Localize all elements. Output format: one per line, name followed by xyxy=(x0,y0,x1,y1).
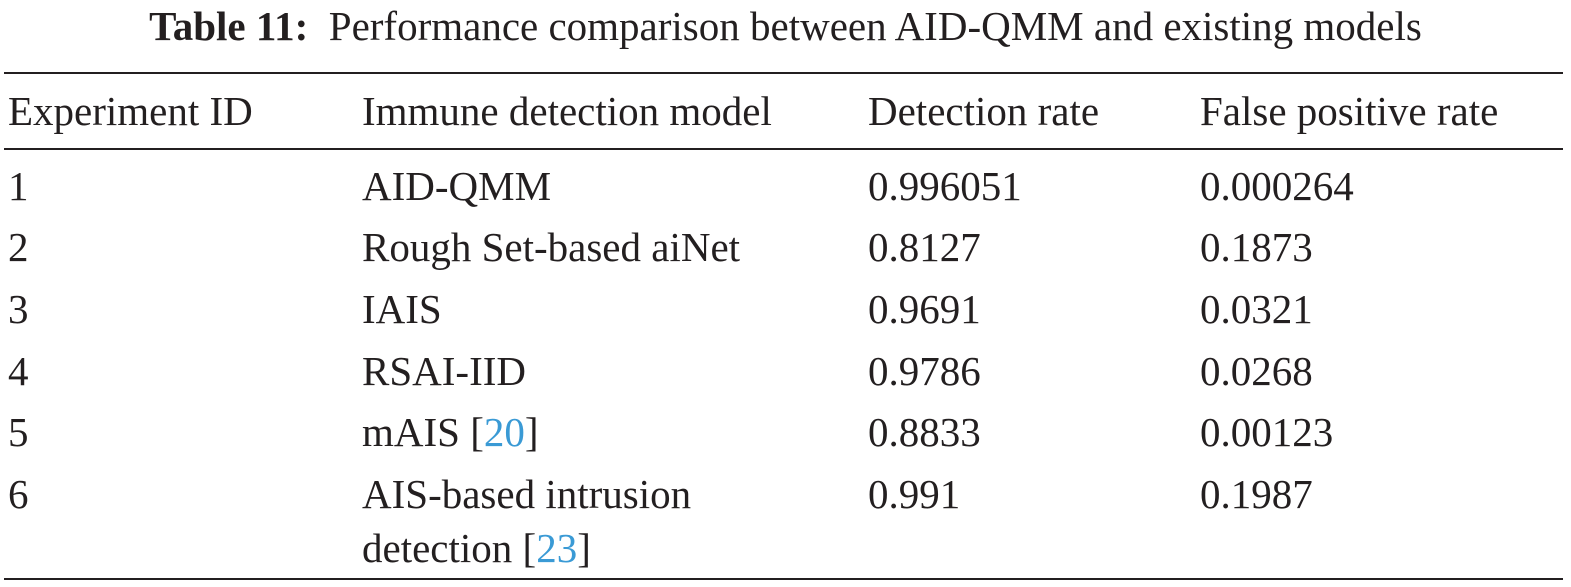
cell-model: AID-QMM xyxy=(362,163,552,209)
header-immune-detection-model: Immune detection model xyxy=(362,88,772,134)
bottom-rule xyxy=(4,578,1563,580)
cell-model: AIS-based intrusion xyxy=(362,471,692,517)
cell-model: IAIS xyxy=(362,286,442,332)
cell-detection-rate: 0.996051 xyxy=(868,163,1022,209)
cell-detection-rate: 0.9786 xyxy=(868,348,981,394)
cell-experiment-id: 2 xyxy=(8,224,29,270)
cell-model: mAIS [20] xyxy=(362,409,539,455)
top-rule xyxy=(4,72,1563,74)
table-title: Performance comparison between AID-QMM a… xyxy=(328,3,1422,49)
header-detection-rate: Detection rate xyxy=(868,88,1100,134)
cell-experiment-id: 1 xyxy=(8,163,29,209)
cell-model: RSAI-IID xyxy=(362,348,526,394)
cell-experiment-id: 4 xyxy=(8,348,29,394)
cell-false-positive-rate: 0.1873 xyxy=(1200,224,1313,270)
cell-detection-rate: 0.9691 xyxy=(868,286,981,332)
cell-model: Rough Set-based aiNet xyxy=(362,224,741,270)
header-rule xyxy=(4,148,1563,150)
cell-detection-rate: 0.8127 xyxy=(868,224,981,270)
cell-experiment-id: 5 xyxy=(8,409,29,455)
cell-experiment-id: 6 xyxy=(8,471,29,517)
table-caption: Table 11: Performance comparison between… xyxy=(0,4,1571,48)
cell-model-continued: detection [23] xyxy=(362,525,591,571)
cell-experiment-id: 3 xyxy=(8,286,29,332)
table-label: Table 11: xyxy=(149,3,309,49)
cell-false-positive-rate: 0.000264 xyxy=(1200,163,1354,209)
header-false-positive-rate: False positive rate xyxy=(1200,88,1499,134)
citation-link[interactable]: 20 xyxy=(483,409,525,455)
cell-false-positive-rate: 0.0321 xyxy=(1200,286,1313,332)
cell-detection-rate: 0.8833 xyxy=(868,409,981,455)
model-name-continued: detection xyxy=(362,525,513,571)
header-experiment-id: Experiment ID xyxy=(8,88,253,134)
cell-detection-rate: 0.991 xyxy=(868,471,961,517)
cell-false-positive-rate: 0.0268 xyxy=(1200,348,1313,394)
cell-false-positive-rate: 0.00123 xyxy=(1200,409,1334,455)
cell-false-positive-rate: 0.1987 xyxy=(1200,471,1313,517)
citation-link[interactable]: 23 xyxy=(536,525,578,571)
model-name: mAIS xyxy=(362,409,460,455)
